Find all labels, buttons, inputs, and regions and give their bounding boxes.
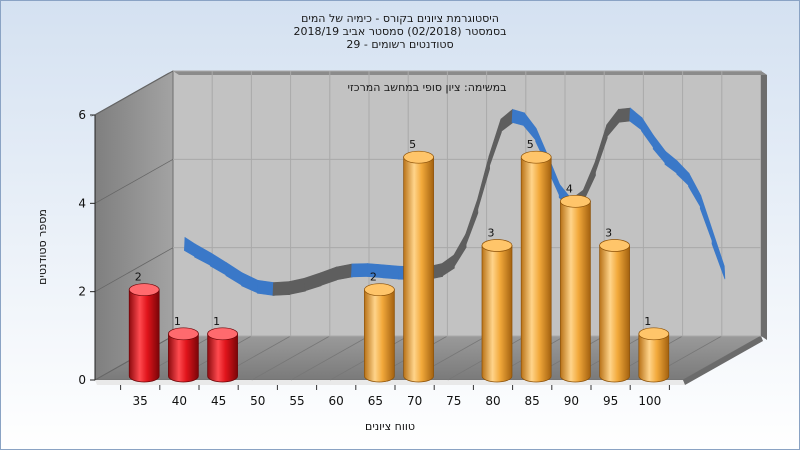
chart-title-line-3: סטודנטים רשומים - 29 [346,38,453,51]
bar-body [403,156,434,383]
grid-floor-line [290,335,370,381]
bar: 3 [481,227,513,383]
bar-top [128,283,160,297]
bar: 1 [168,315,199,383]
trend-curve-segment [711,230,726,280]
bar-body [560,200,591,383]
x-tick-label: 100 [638,394,661,408]
bar-value-label: 5 [527,138,534,151]
back-wall [172,70,762,337]
chart-title-line-2: בסמסטר (02/2018) סמסטר אביב 2018/19 [293,25,506,38]
x-tick-label: 85 [525,394,540,408]
bar: 5 [520,138,552,383]
bar-top [599,239,630,252]
trend-curve-segment [452,233,467,270]
x-axis-label: טווח ציונים [365,420,415,433]
y-tick-label: 2 [78,285,86,299]
x-tick-label: 65 [368,394,383,408]
bar-body [168,333,199,383]
trend-curve-segment [272,281,291,296]
trend-curve-segment [256,279,275,296]
bar-top [207,327,238,341]
bar-top [403,150,434,164]
chart-title-line-1: היסטוגרמת ציונים בקורס - כימיה של המים [301,12,499,25]
x-tick-label: 50 [250,394,265,408]
chart-subtitle: במשימה: ציון סופי במחשב המרכזי [347,81,506,94]
x-tick-label: 90 [564,394,579,408]
bar-top [560,194,591,208]
bar-value-label: 4 [566,182,573,195]
x-tick-label: 80 [485,394,500,408]
bar-value-label: 1 [644,315,651,328]
bar-value-label: 3 [488,227,495,240]
bar-body [128,289,160,383]
trend-curve-segment [594,124,608,176]
bar-value-label: 3 [605,227,612,240]
x-tick-label: 95 [603,394,618,408]
bar-value-label: 5 [409,138,416,151]
trend-curve-segment [351,263,369,278]
y-tick-label: 4 [78,196,86,210]
bar-body [207,333,238,383]
bar-body [481,245,513,383]
grid-horizontal-side [94,70,174,116]
trend-curve-segment [288,277,306,295]
x-tick-label: 75 [446,394,461,408]
grid-floor-line [251,335,330,381]
grid-horizontal-side [94,247,174,293]
grid-horizontal-side [94,158,174,204]
bar: 3 [599,227,630,383]
bar-top [481,239,513,252]
bar: 1 [207,315,238,383]
bar-top [168,327,199,341]
bar: 2 [364,271,395,383]
x-tick-label: 35 [133,394,148,408]
bar-body [364,289,395,383]
bar: 1 [638,315,670,383]
bar-body [638,333,670,383]
y-tick-label: 0 [78,373,86,387]
bar-top [364,283,395,297]
trend-curve-segment [382,264,400,280]
x-tick-label: 60 [329,394,344,408]
bar: 4 [560,182,591,383]
bar-value-label: 2 [135,271,142,284]
bar-body [520,156,552,383]
bar-value-label: 2 [370,271,377,284]
bar-value-label: 1 [174,315,181,328]
x-tick-label: 55 [289,394,304,408]
trend-curve-segment [441,254,455,278]
trend-curve-segment [476,155,491,213]
back-wall-edge [761,71,767,340]
bar: 2 [128,271,160,383]
floor-right-edge [683,336,763,385]
x-tick-label: 70 [407,394,422,408]
trend-curve-segment [464,199,479,248]
y-axis-label: מספר סטודנטים [36,209,49,285]
trend-curve-segment [617,107,632,123]
bars: 2 1 1 2 5 3 5 4 3 1 [128,138,670,383]
bar: 5 [403,138,434,383]
back-wall-top-edge [173,71,767,75]
trend-curve-segment [488,118,502,169]
bar-body [599,245,630,383]
bar-value-label: 1 [213,315,220,328]
x-tick-label: 45 [211,394,226,408]
trend-curve-segment [303,272,322,292]
trend-curve-segment [335,263,353,281]
y-tick-label: 6 [78,108,86,122]
bar-top [638,327,670,341]
bar-top [520,150,552,164]
x-tick-label: 40 [172,394,187,408]
